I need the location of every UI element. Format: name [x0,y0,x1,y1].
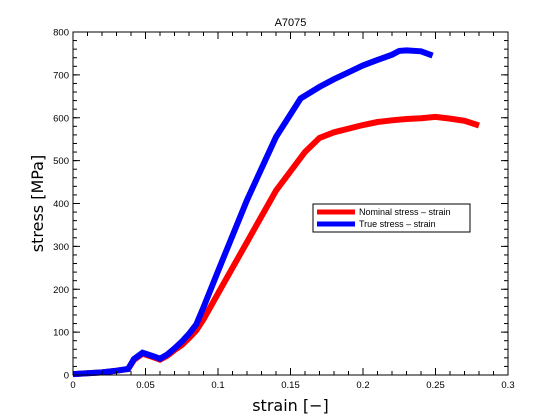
legend-box [312,203,471,233]
x-tick-label: 0.3 [501,380,514,391]
y-tick-label: 300 [53,242,69,253]
y-tick-label: 0 [64,371,69,382]
series-line-1 [72,47,434,378]
x-tick-label: 0.25 [426,380,445,391]
legend-label-1: True stress – strain [359,219,436,229]
x-tick-label: 0 [70,380,75,391]
y-axis-label: stress [MPa] [28,155,47,252]
x-axis-label: strain [−] [252,396,329,415]
y-tick-label: 500 [53,156,69,167]
tick-labels-layer: 0 0.05 0.1 0.15 0.2 0.25 0.3 0 100 200 300 400 500 60… [53,28,514,392]
y-tick-label: 200 [53,285,69,296]
ticks-layer [72,31,509,376]
x-tick-label: 0.2 [356,380,369,391]
y-tick-label: 600 [53,113,69,124]
y-tick-label: 400 [53,199,69,210]
series-layer [72,47,480,378]
x-tick-label: 0.15 [281,380,300,391]
chart-title: A7075 [275,17,307,29]
x-tick-label: 0.1 [211,380,224,391]
y-tick-label: 700 [53,70,69,81]
series-line-0 [72,113,480,378]
y-tick-label: 100 [53,328,69,339]
legend-label-0: Nominal stress – strain [359,207,451,217]
y-tick-label: 800 [53,28,69,39]
x-tick-label: 0.05 [136,380,155,391]
legend: Nominal stress – strain True stress – str… [312,203,471,233]
